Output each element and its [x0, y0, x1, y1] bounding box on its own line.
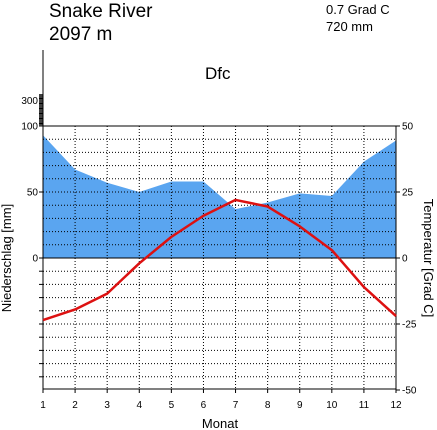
y-axis-label-right: Temperatur [Grad C]	[421, 199, 436, 318]
x-tick-label: 10	[326, 400, 338, 411]
x-tick-label: 4	[136, 400, 142, 411]
x-axis-label: Monat	[202, 416, 239, 430]
x-tick-label: 12	[390, 400, 402, 411]
y-tick-label-right: -25	[402, 320, 417, 331]
temperature-line	[42, 198, 397, 322]
y-tick-label-left: 300	[21, 96, 38, 107]
climate-classification: Dfc	[205, 64, 231, 83]
y-tick-label-left: 50	[27, 188, 39, 199]
y-tick-label-right: 0	[402, 254, 408, 265]
x-tick-label: 11	[359, 400, 370, 411]
y-axis-label-left: Niederschlag [mm]	[0, 204, 14, 312]
y-tick-label-right: 50	[402, 122, 414, 133]
upper-precip-axis-ticks	[39, 94, 43, 126]
x-tick-label: 2	[72, 400, 78, 411]
x-tick-label: 8	[265, 400, 271, 411]
x-tick-label: 1	[40, 400, 46, 411]
x-tick-label: 9	[297, 400, 303, 411]
x-tick-label: 5	[169, 400, 175, 411]
mean-temperature: 0.7 Grad C	[326, 2, 390, 17]
y-tick-label-left: 0	[32, 254, 38, 265]
station-name: Snake River	[49, 1, 153, 22]
x-tick-label: 3	[104, 400, 110, 411]
y-tick-label-left: 100	[21, 122, 38, 133]
station-elevation: 2097 m	[49, 24, 112, 45]
annual-precipitation: 720 mm	[326, 19, 373, 34]
precipitation-area	[43, 135, 396, 258]
x-tick-label: 6	[201, 400, 207, 411]
temperature-line-layer	[42, 198, 397, 322]
x-tick-label: 7	[233, 400, 239, 411]
precipitation-fill	[43, 135, 396, 258]
grid-lines	[43, 126, 396, 389]
y-tick-label-right: -50	[402, 386, 417, 397]
y-tick-label-right: 25	[402, 188, 414, 199]
